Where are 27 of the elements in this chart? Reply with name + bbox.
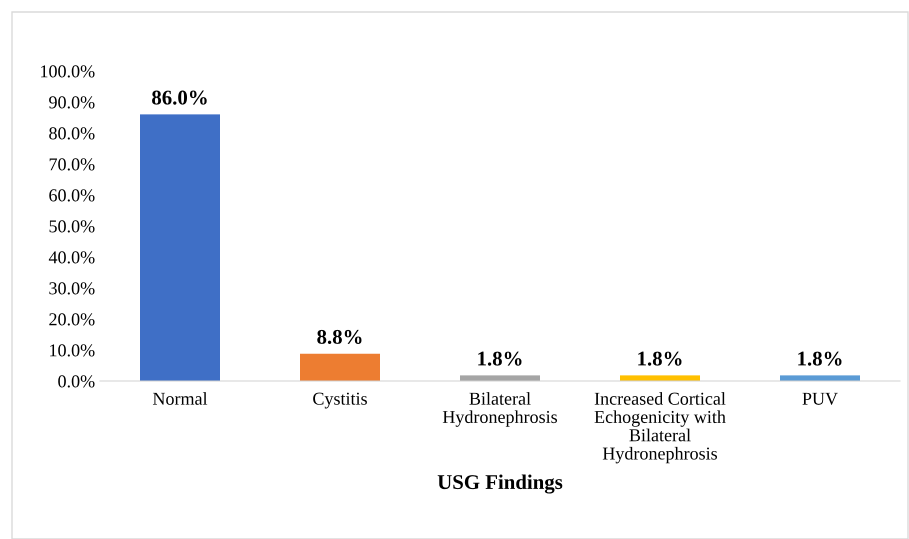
bar <box>140 114 220 381</box>
bar <box>460 375 540 381</box>
data-label: 1.8% <box>798 352 842 366</box>
data-label: 8.8% <box>317 330 362 344</box>
x-tick-label: Bilateral Hydronephrosis <box>442 392 558 427</box>
y-tick-label: 0.0% <box>58 375 95 388</box>
bar <box>780 375 860 381</box>
y-tick-label: 100.0% <box>41 65 95 78</box>
x-axis-title: USG Findings <box>438 474 562 494</box>
y-tick-label: 10.0% <box>50 344 95 357</box>
data-label: 1.8% <box>478 352 522 366</box>
y-tick-label: 50.0% <box>50 220 95 233</box>
x-tick-label: PUV <box>802 392 838 405</box>
x-tick-label: Cystitis <box>313 392 367 408</box>
bar <box>300 354 380 381</box>
y-tick-label: 30.0% <box>49 282 95 295</box>
x-tick-label: Increased Cortical Echogenicity with Bilateral Hydronephrosis <box>594 392 726 464</box>
y-tick-label: 80.0% <box>49 127 95 140</box>
y-tick-label: 40.0% <box>48 251 95 264</box>
data-label: 1.8% <box>638 352 682 366</box>
y-tick-label: 60.0% <box>49 189 95 202</box>
y-tick-label: 90.0% <box>49 96 95 109</box>
x-tick-label: Normal <box>152 392 208 405</box>
bar <box>620 375 700 381</box>
y-tick-label: 70.0% <box>50 158 95 171</box>
data-label: 86.0% <box>152 90 207 105</box>
y-tick-label: 20.0% <box>49 313 95 326</box>
